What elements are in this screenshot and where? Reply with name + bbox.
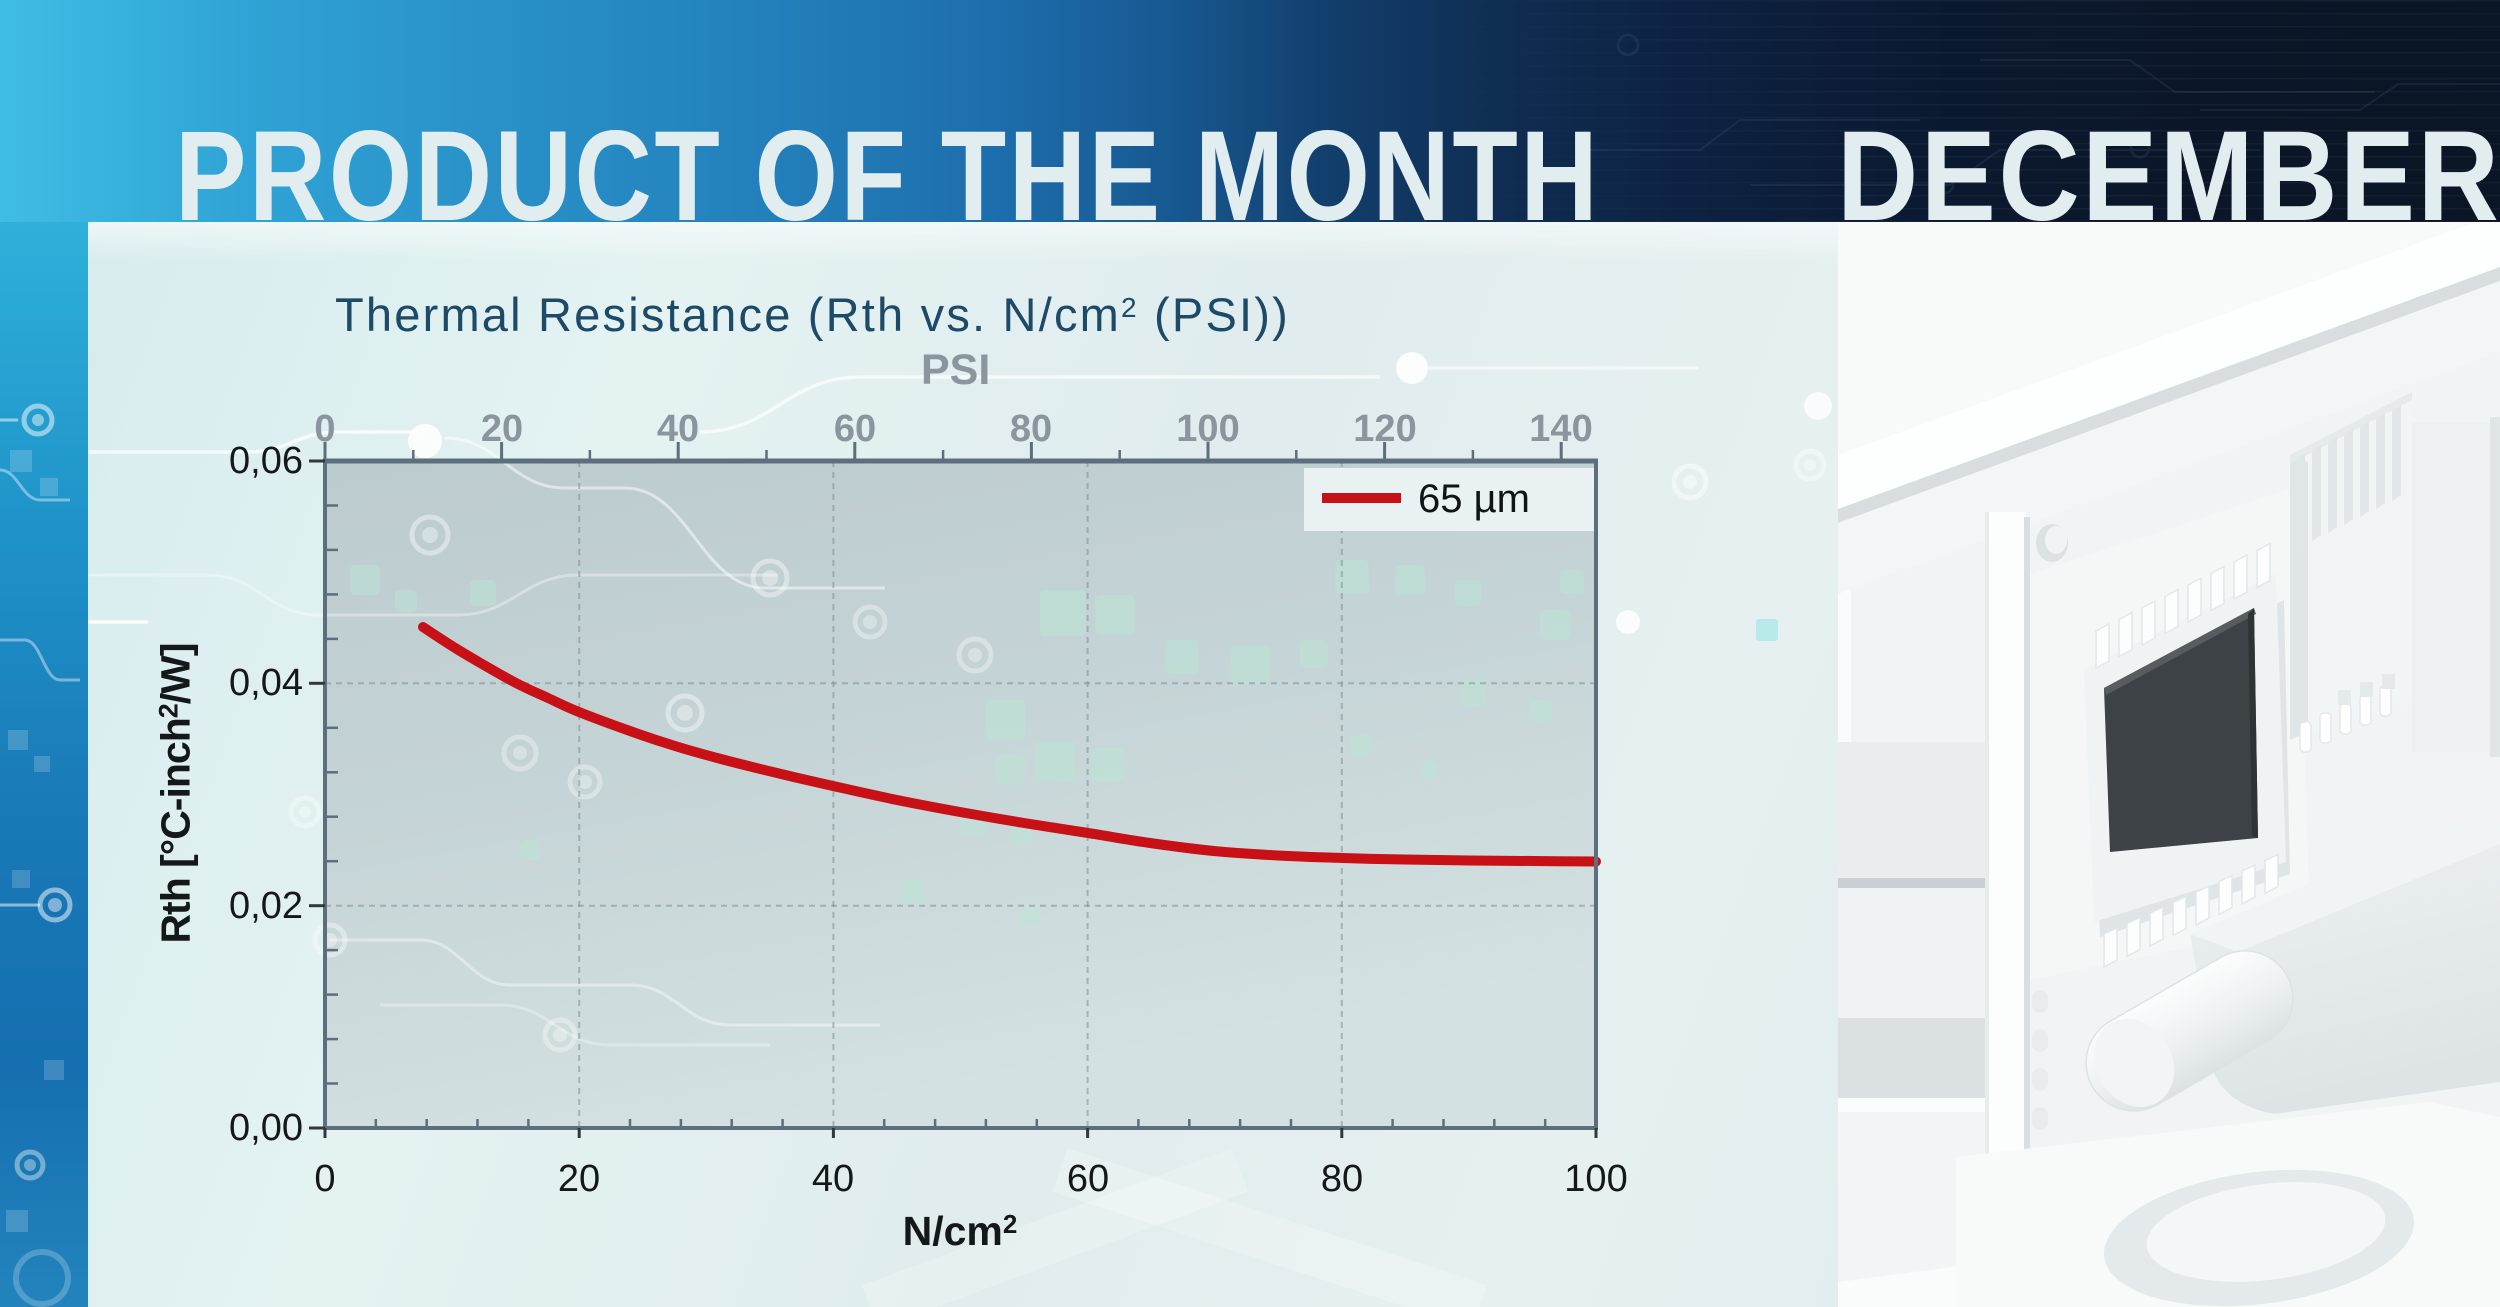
- svg-text:65 µm: 65 µm: [1418, 477, 1530, 521]
